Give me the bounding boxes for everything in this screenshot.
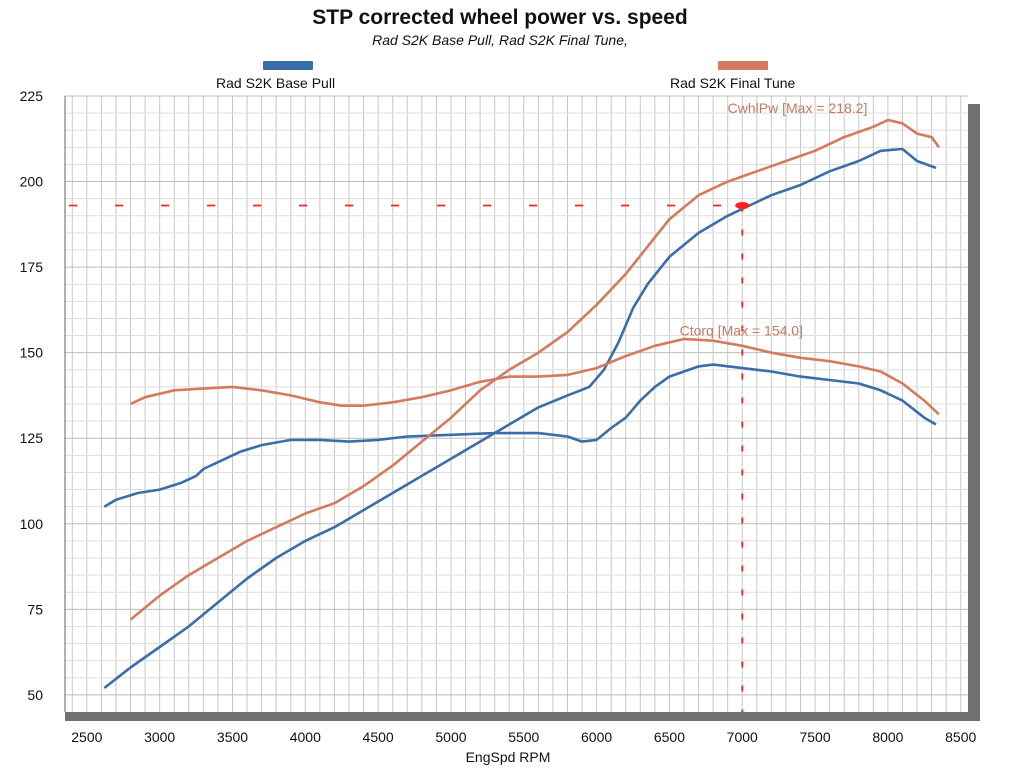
x-tick-label: 4000 [290, 729, 321, 745]
x-tick-label: 6500 [654, 729, 685, 745]
y-tick-label: 150 [20, 345, 44, 361]
series-line [129, 337, 940, 416]
axes [64, 96, 980, 721]
chart-title: STP corrected wheel power vs. speed [312, 6, 688, 29]
x-tick-label: 6000 [581, 729, 612, 745]
cursor [69, 202, 750, 712]
x-tick-label: 3000 [144, 729, 175, 745]
x-axis-bar [65, 712, 980, 721]
x-tick-label: 3500 [217, 729, 248, 745]
series-line [103, 147, 937, 690]
x-tick-label: 4500 [363, 729, 394, 745]
x-tick-label: 8500 [945, 729, 976, 745]
x-tick-label: 7500 [799, 729, 830, 745]
grid [65, 95, 968, 712]
x-tick-label: 5500 [508, 729, 539, 745]
legend-label-final: Rad S2K Final Tune [670, 75, 796, 91]
x-tick-label: 2500 [71, 729, 102, 745]
x-axis-label: EngSpd RPM [466, 749, 551, 765]
legend-label-base: Rad S2K Base Pull [216, 75, 336, 91]
x-tick-label: 5000 [435, 729, 466, 745]
y-tick-label: 125 [20, 430, 44, 446]
y-axis-bar [968, 104, 980, 721]
x-tick-label: 7000 [727, 729, 758, 745]
y-tick-label: 200 [20, 174, 44, 190]
chart-subtitle: Rad S2K Base Pull, Rad S2K Final Tune, [372, 32, 628, 48]
y-tick-label: 50 [27, 687, 43, 703]
series-line [103, 363, 937, 508]
series-line [129, 118, 940, 621]
y-tick-label: 75 [27, 601, 43, 617]
annotation-label: Ctorq [Max = 154.0] [680, 323, 803, 339]
series-lines [103, 118, 940, 690]
y-tick-label: 225 [20, 88, 44, 104]
x-tick-label: 8000 [872, 729, 903, 745]
y-tick-label: 100 [20, 516, 44, 532]
cursor-marker [735, 202, 750, 210]
y-tick-label: 175 [20, 259, 44, 275]
annotation-label: CwhlPw [Max = 218.2] [728, 100, 868, 116]
legend-swatch-base [263, 61, 313, 70]
tick-labels: 50 75 100 125 150 175 200 225 2500 3000 3500 4000 45… [20, 88, 977, 745]
legend-swatch-final [718, 61, 768, 70]
annotations: CwhlPw [Max = 218.2] Ctorq [Max = 154.0] [680, 100, 868, 338]
